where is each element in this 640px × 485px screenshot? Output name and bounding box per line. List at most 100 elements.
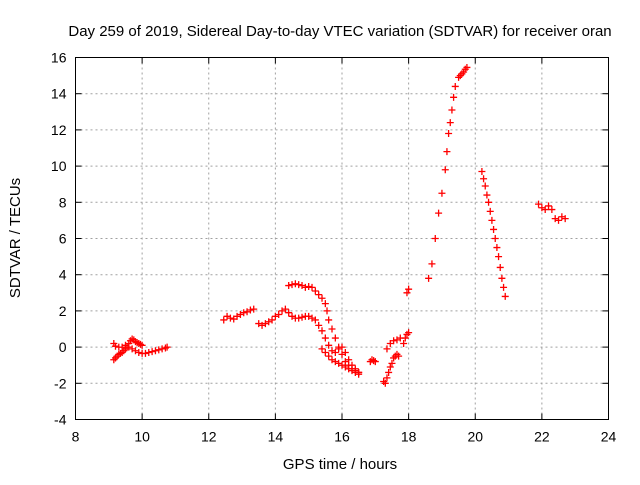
data-point [485, 198, 493, 206]
x-tick-label: 22 [534, 429, 550, 445]
data-point [321, 349, 329, 357]
data-point [446, 119, 454, 127]
y-tick-label: 2 [59, 303, 67, 319]
data-point [480, 175, 488, 183]
y-tick-label: 14 [51, 86, 67, 102]
data-point [450, 93, 458, 101]
data-point [275, 311, 283, 319]
data-point [331, 334, 339, 342]
data-point [481, 182, 489, 190]
y-tick-label: 4 [59, 267, 67, 283]
data-point [311, 287, 319, 295]
x-tick-label: 10 [134, 429, 150, 445]
data-point [371, 358, 379, 366]
data-point [298, 313, 306, 321]
data-point [240, 309, 248, 317]
data-point [493, 244, 501, 252]
data-point [383, 345, 391, 353]
data-point [441, 166, 449, 174]
data-point [220, 316, 228, 324]
data-point [338, 350, 346, 358]
data-point [285, 309, 293, 317]
data-point [295, 314, 303, 322]
data-point [405, 329, 413, 337]
y-axis-title: SDTVAR / TECUs [7, 178, 24, 298]
data-point [250, 305, 258, 313]
x-tick-label: 24 [601, 429, 617, 445]
data-point [158, 345, 166, 353]
y-tick-label: 8 [59, 194, 67, 210]
data-point [148, 348, 156, 356]
data-point [325, 316, 333, 324]
data-point [405, 285, 413, 293]
data-point [318, 294, 326, 302]
data-layer [110, 63, 569, 387]
data-point [431, 235, 439, 242]
data-point [355, 370, 363, 378]
data-point [448, 106, 456, 114]
data-point [478, 168, 486, 176]
data-point [370, 357, 378, 365]
data-point [445, 130, 453, 138]
data-point [381, 379, 389, 387]
y-tick-label: 12 [51, 122, 67, 138]
data-point [295, 281, 303, 289]
data-point [163, 343, 171, 351]
data-point [315, 291, 323, 299]
data-point [301, 283, 309, 291]
data-point [141, 349, 149, 357]
data-point [318, 345, 326, 353]
data-point [403, 289, 411, 297]
data-point [491, 235, 499, 242]
data-point [321, 334, 329, 342]
y-tick-label: 6 [59, 231, 67, 247]
data-point [335, 343, 343, 351]
data-point [501, 292, 509, 300]
data-point [151, 347, 159, 355]
data-point [136, 340, 144, 348]
data-point [305, 282, 313, 290]
data-point [138, 341, 146, 349]
data-point [383, 374, 391, 382]
data-point [541, 206, 549, 214]
y-tick-label: -4 [54, 412, 67, 428]
data-point [390, 337, 398, 345]
data-point [226, 314, 234, 322]
data-point [435, 209, 443, 217]
data-point [443, 148, 451, 156]
data-point [111, 342, 119, 350]
x-tick-label: 16 [334, 429, 350, 445]
x-axis-title: GPS time / hours [283, 456, 397, 473]
y-tick-label: 16 [51, 50, 67, 66]
data-point [331, 349, 339, 357]
data-point [285, 282, 293, 290]
x-tick-label: 12 [201, 429, 217, 445]
data-point [268, 316, 276, 324]
data-point [561, 215, 569, 223]
data-point [246, 306, 254, 314]
data-point [386, 363, 394, 371]
data-point [161, 344, 169, 352]
data-point [145, 349, 153, 357]
data-point [311, 316, 319, 324]
data-point [325, 341, 333, 349]
data-point [500, 283, 508, 291]
data-point [463, 63, 471, 71]
data-point [291, 280, 299, 288]
data-point [281, 305, 289, 313]
data-point [428, 260, 436, 268]
data-point [438, 189, 446, 197]
data-point [155, 346, 163, 354]
data-point [308, 283, 316, 291]
data-point [315, 321, 323, 329]
data-point [388, 359, 396, 367]
data-point [323, 307, 331, 315]
data-point [535, 200, 543, 208]
data-point [325, 352, 333, 360]
data-point [496, 263, 504, 271]
data-point [385, 368, 393, 376]
data-point [328, 325, 336, 333]
